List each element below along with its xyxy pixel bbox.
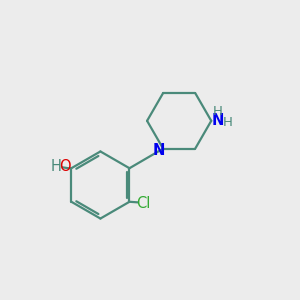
Text: H: H <box>213 105 223 118</box>
Text: N: N <box>153 143 165 158</box>
Text: O: O <box>59 159 71 174</box>
Text: H: H <box>51 159 62 174</box>
Text: Cl: Cl <box>136 196 151 211</box>
Text: N: N <box>212 113 224 128</box>
Text: H: H <box>222 116 232 129</box>
